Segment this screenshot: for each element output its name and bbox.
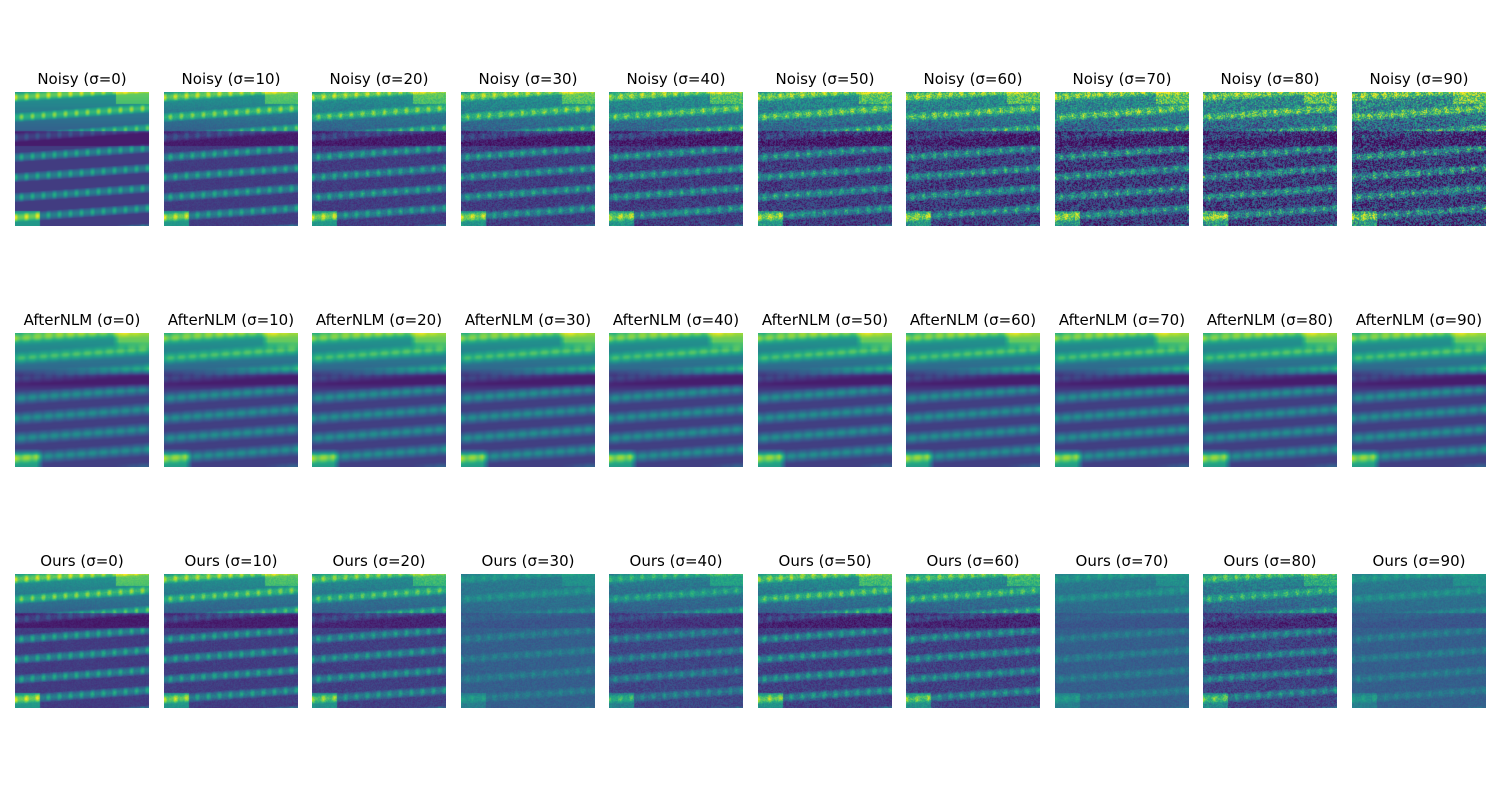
panel-title: AfterNLM (σ=90): [1355, 311, 1483, 329]
panel-title: Noisy (σ=40): [626, 70, 726, 88]
panel-title: Ours (σ=70): [1075, 552, 1169, 570]
afternlm-image: [15, 333, 149, 467]
panel-title: Noisy (σ=70): [1072, 70, 1172, 88]
panel-title: Noisy (σ=10): [181, 70, 281, 88]
noisy-image: [758, 92, 892, 226]
panel-title: Ours (σ=10): [184, 552, 278, 570]
panel-title: AfterNLM (σ=60): [909, 311, 1037, 329]
afternlm-image: [1352, 333, 1486, 467]
ours-image: [906, 574, 1040, 708]
ours-image: [15, 574, 149, 708]
noisy-image: [906, 92, 1040, 226]
panel-title: AfterNLM (σ=70): [1058, 311, 1186, 329]
panel-title: Ours (σ=40): [629, 552, 723, 570]
ours-image: [461, 574, 595, 708]
noisy-image: [312, 92, 446, 226]
noisy-image: [1203, 92, 1337, 226]
noisy-image: [1352, 92, 1486, 226]
panel-title: Ours (σ=30): [481, 552, 575, 570]
panel-title: Ours (σ=0): [40, 552, 124, 570]
afternlm-image: [758, 333, 892, 467]
afternlm-image: [609, 333, 743, 467]
ours-image: [758, 574, 892, 708]
panel-title: Noisy (σ=80): [1220, 70, 1320, 88]
panel-title: AfterNLM (σ=30): [464, 311, 592, 329]
panel-title: Noisy (σ=20): [329, 70, 429, 88]
afternlm-image: [164, 333, 298, 467]
panel-title: Ours (σ=20): [332, 552, 426, 570]
panel-title: AfterNLM (σ=50): [761, 311, 889, 329]
ours-image: [1055, 574, 1189, 708]
panel-title: AfterNLM (σ=80): [1206, 311, 1334, 329]
ours-image: [312, 574, 446, 708]
afternlm-image: [1055, 333, 1189, 467]
panel-title: AfterNLM (σ=20): [315, 311, 443, 329]
ours-image: [1352, 574, 1486, 708]
ours-image: [1203, 574, 1337, 708]
panel-title: Ours (σ=80): [1223, 552, 1317, 570]
panel-title: Noisy (σ=30): [478, 70, 578, 88]
panel-title: Ours (σ=60): [926, 552, 1020, 570]
panel-title: AfterNLM (σ=10): [167, 311, 295, 329]
noisy-image: [609, 92, 743, 226]
afternlm-image: [1203, 333, 1337, 467]
noisy-image: [15, 92, 149, 226]
ours-image: [609, 574, 743, 708]
afternlm-image: [906, 333, 1040, 467]
panel-title: Noisy (σ=50): [775, 70, 875, 88]
panel-title: AfterNLM (σ=0): [23, 311, 141, 329]
panel-title: Noisy (σ=90): [1369, 70, 1469, 88]
noisy-image: [1055, 92, 1189, 226]
panel-title: Ours (σ=50): [778, 552, 872, 570]
panel-title: Noisy (σ=60): [923, 70, 1023, 88]
noisy-image: [461, 92, 595, 226]
ours-image: [164, 574, 298, 708]
afternlm-image: [312, 333, 446, 467]
panel-title: Noisy (σ=0): [37, 70, 127, 88]
panel-title: AfterNLM (σ=40): [612, 311, 740, 329]
noisy-image: [164, 92, 298, 226]
panel-title: Ours (σ=90): [1372, 552, 1466, 570]
afternlm-image: [461, 333, 595, 467]
